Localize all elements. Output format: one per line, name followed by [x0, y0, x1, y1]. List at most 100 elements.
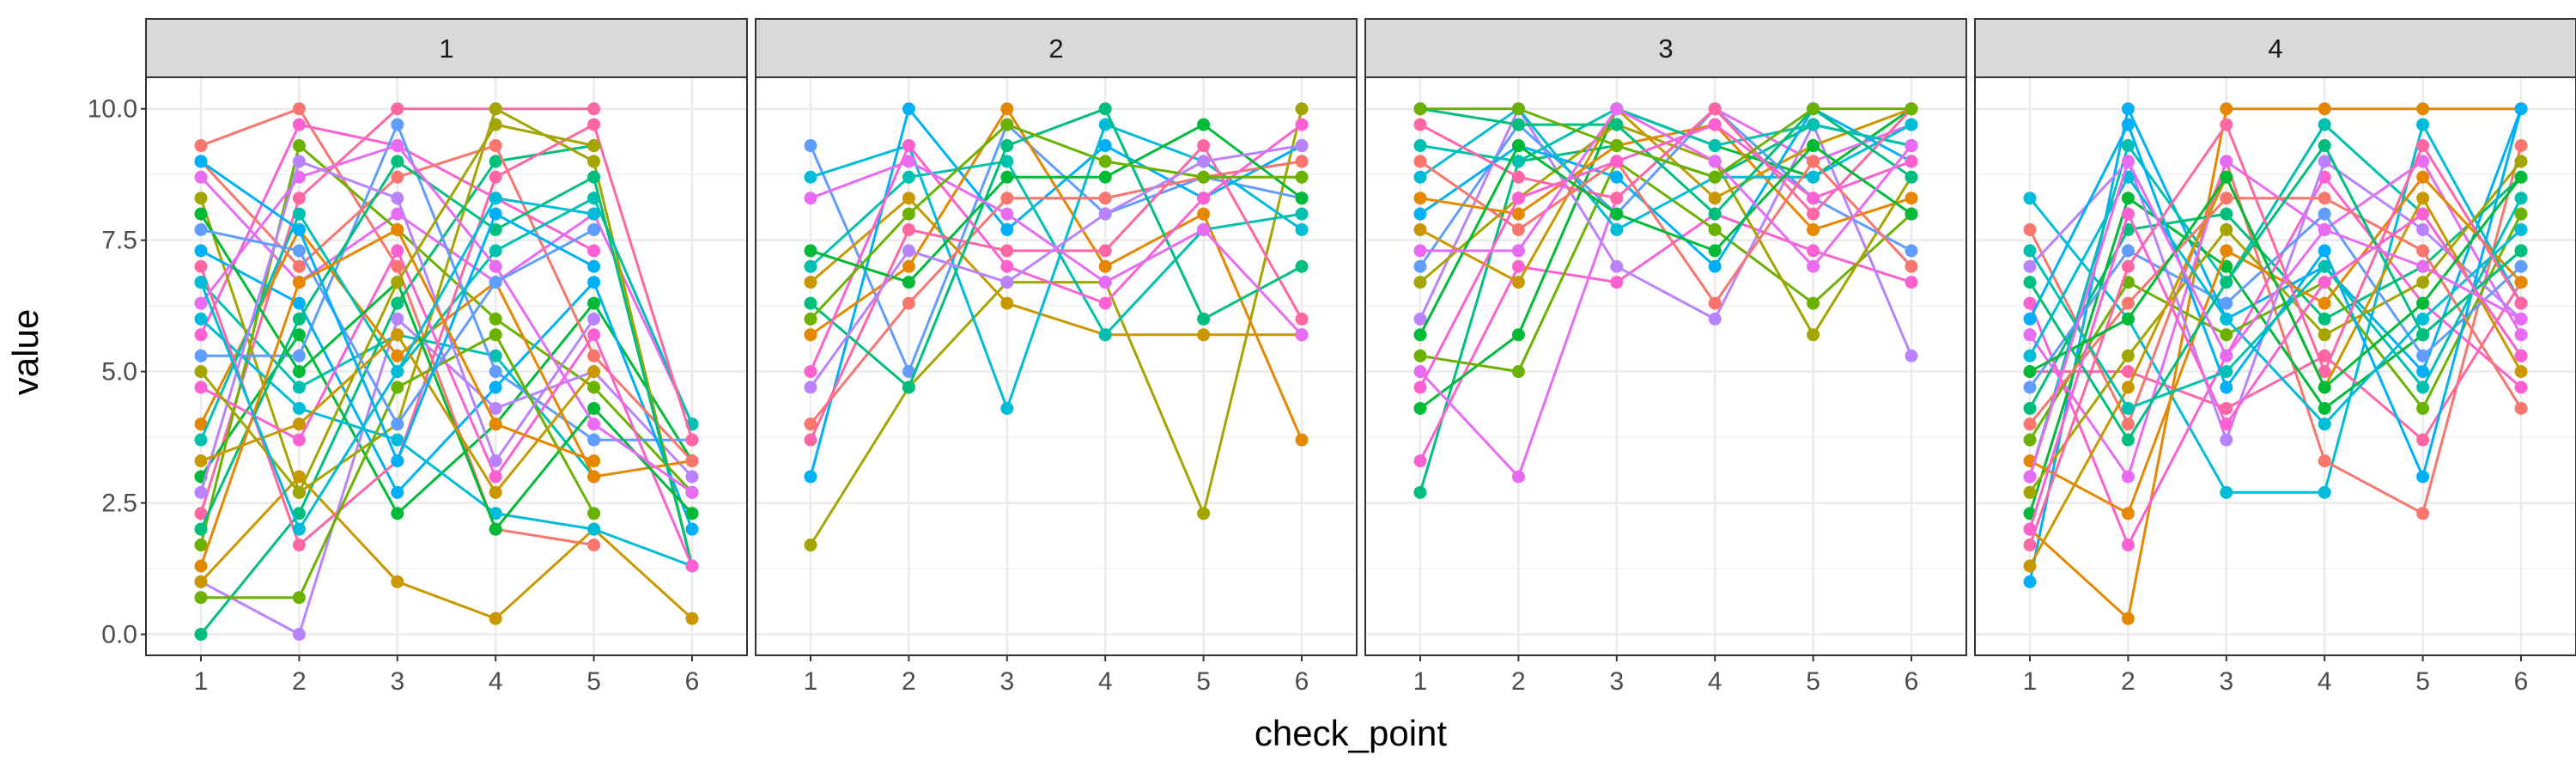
data-point — [587, 259, 601, 273]
data-point — [1905, 259, 1918, 273]
data-point — [2416, 170, 2430, 184]
series-line — [2028, 213, 2523, 441]
data-point — [292, 328, 306, 342]
series — [2023, 155, 2528, 484]
facet-strip — [755, 18, 1358, 78]
data-point — [1807, 259, 1820, 273]
data-point — [391, 192, 404, 205]
data-point — [1511, 139, 1525, 153]
data-point — [804, 380, 817, 394]
data-point — [587, 539, 601, 552]
series-line — [199, 159, 694, 567]
data-point — [194, 365, 208, 379]
data-point — [1905, 244, 1918, 258]
data-point — [1610, 139, 1624, 153]
data-point — [2220, 118, 2233, 131]
y-tick-label: 0.0 — [101, 621, 137, 649]
data-point — [2514, 312, 2528, 326]
data-point — [2121, 612, 2135, 625]
series — [2023, 139, 2528, 520]
data-point — [2514, 365, 2528, 379]
series-line — [2028, 159, 2523, 480]
data-point — [685, 612, 699, 625]
data-point — [1708, 222, 1722, 236]
data-point — [1610, 259, 1624, 273]
series — [194, 192, 601, 536]
panel-background — [1365, 77, 1966, 655]
data-point — [2318, 192, 2331, 205]
series-line — [809, 123, 1303, 373]
data-point — [2318, 139, 2331, 153]
data-point — [2318, 328, 2331, 342]
series — [1413, 102, 1918, 221]
series — [194, 244, 699, 536]
data-point — [489, 380, 502, 394]
data-point — [902, 139, 915, 153]
series — [2023, 170, 2528, 520]
data-point — [902, 365, 915, 379]
facet-strip — [145, 18, 748, 78]
data-point — [2220, 365, 2233, 379]
x-tick-label: 4 — [1098, 667, 1113, 696]
series — [2023, 118, 2528, 552]
data-point — [2121, 433, 2135, 447]
data-point — [587, 401, 601, 415]
series-line — [1419, 107, 1913, 216]
data-point — [194, 170, 208, 184]
data-point — [292, 312, 306, 326]
data-point — [2318, 349, 2331, 362]
data-point — [292, 522, 306, 536]
panel-4: 4 1 2 3 4 5 6 — [1974, 18, 2576, 696]
data-point — [1000, 102, 1014, 116]
data-point — [391, 155, 404, 168]
data-point — [391, 170, 404, 184]
data-point — [1708, 102, 1722, 116]
data-point — [2514, 328, 2528, 342]
data-point — [1610, 207, 1624, 221]
data-point — [2416, 470, 2430, 484]
data-point — [1295, 102, 1309, 116]
panels: 0.02.55.07.510.011 2 3 4 5 621 2 3 4 5 631 2 3 4 5 641 2… — [88, 18, 2576, 696]
data-point — [1807, 222, 1820, 236]
data-point — [804, 470, 817, 484]
series-line — [2028, 210, 2523, 530]
data-point — [1000, 259, 1014, 273]
x-tick-label: 4 — [1708, 667, 1722, 696]
data-point — [2220, 433, 2233, 447]
series — [804, 139, 1309, 447]
data-point — [489, 485, 502, 499]
data-point — [292, 365, 306, 379]
series-line — [199, 318, 693, 568]
data-point — [292, 628, 306, 642]
series — [1413, 207, 1918, 468]
data-point — [1000, 192, 1014, 205]
data-point — [1197, 170, 1211, 184]
data-point — [2220, 485, 2233, 499]
data-point — [489, 401, 502, 415]
data-point — [1807, 328, 1820, 342]
data-point — [1197, 118, 1211, 131]
x-tick-label: 2 — [1511, 667, 1526, 696]
series-line — [810, 107, 1303, 390]
data-point — [2121, 417, 2135, 431]
data-point — [1295, 222, 1309, 236]
data-point — [1413, 485, 1427, 499]
data-point — [1413, 170, 1427, 184]
series-line — [200, 249, 694, 530]
data-point — [1413, 259, 1427, 273]
data-point — [1511, 259, 1525, 273]
series — [194, 118, 699, 552]
data-point — [489, 349, 502, 362]
data-point — [489, 612, 502, 625]
data-point — [1708, 118, 1722, 131]
data-point — [2023, 349, 2037, 362]
data-point — [1511, 276, 1525, 289]
data-point — [391, 207, 404, 221]
data-point — [685, 559, 699, 573]
y-axis-title: value — [5, 309, 46, 395]
x-tick-label: 3 — [390, 667, 404, 696]
data-point — [2318, 312, 2331, 326]
data-point — [1708, 170, 1722, 184]
data-point — [1807, 102, 1820, 116]
data-point — [391, 349, 404, 362]
